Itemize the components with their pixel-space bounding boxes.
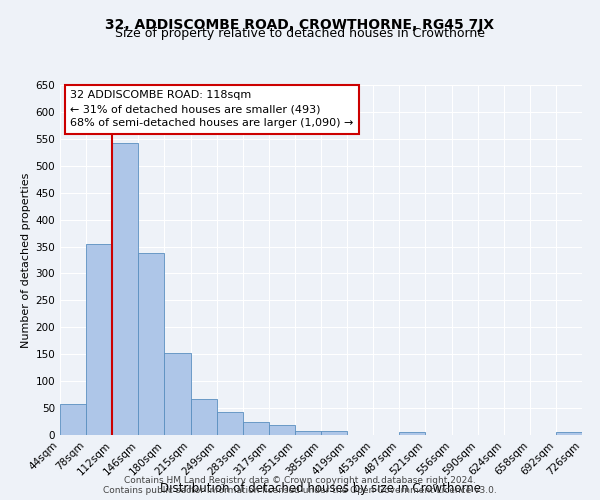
Bar xyxy=(86,244,112,435)
Text: Contains public sector information licensed under the Open Government Licence v3: Contains public sector information licen… xyxy=(103,486,497,495)
Bar xyxy=(269,426,295,435)
Bar xyxy=(400,432,425,435)
Bar xyxy=(164,352,191,435)
Bar xyxy=(556,432,582,435)
Y-axis label: Number of detached properties: Number of detached properties xyxy=(21,172,31,348)
Bar xyxy=(60,404,86,435)
Text: Contains HM Land Registry data © Crown copyright and database right 2024.: Contains HM Land Registry data © Crown c… xyxy=(124,476,476,485)
X-axis label: Distribution of detached houses by size in Crowthorne: Distribution of detached houses by size … xyxy=(161,482,482,496)
Bar xyxy=(321,430,347,435)
Bar xyxy=(191,399,217,435)
Bar xyxy=(295,430,321,435)
Text: Size of property relative to detached houses in Crowthorne: Size of property relative to detached ho… xyxy=(115,28,485,40)
Bar xyxy=(139,253,164,435)
Bar xyxy=(217,412,243,435)
Text: 32 ADDISCOMBE ROAD: 118sqm
← 31% of detached houses are smaller (493)
68% of sem: 32 ADDISCOMBE ROAD: 118sqm ← 31% of deta… xyxy=(70,90,354,128)
Text: 32, ADDISCOMBE ROAD, CROWTHORNE, RG45 7JX: 32, ADDISCOMBE ROAD, CROWTHORNE, RG45 7J… xyxy=(106,18,494,32)
Bar xyxy=(112,142,139,435)
Bar xyxy=(243,422,269,435)
